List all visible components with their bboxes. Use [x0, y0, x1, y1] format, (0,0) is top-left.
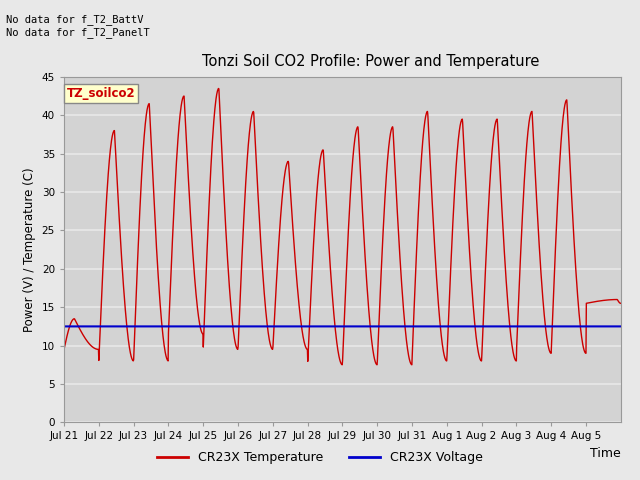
- CR23X Voltage: [610, 324, 618, 329]
- Text: TZ_soilco2: TZ_soilco2: [67, 87, 136, 100]
- Title: Tonzi Soil CO2 Profile: Power and Temperature: Tonzi Soil CO2 Profile: Power and Temper…: [202, 54, 539, 69]
- X-axis label: Time: Time: [590, 447, 621, 460]
- CR23X Temperature: [328, 289, 336, 295]
- Y-axis label: Power (V) / Temperature (C): Power (V) / Temperature (C): [23, 168, 36, 332]
- CR23X Voltage: [474, 324, 481, 329]
- CR23X Voltage: [60, 324, 68, 329]
- Line: CR23X Temperature: CR23X Temperature: [64, 88, 621, 365]
- CR23X Temperature: [617, 300, 625, 306]
- CR23X Voltage: [317, 324, 325, 329]
- Text: No data for f_T2_BattV
No data for f_T2_PanelT: No data for f_T2_BattV No data for f_T2_…: [6, 14, 150, 38]
- CR23X Voltage: [147, 324, 155, 329]
- CR23X Temperature: [214, 85, 222, 91]
- CR23X Temperature: [147, 139, 155, 144]
- CR23X Temperature: [408, 362, 416, 368]
- CR23X Temperature: [611, 297, 618, 302]
- CR23X Voltage: [328, 324, 335, 329]
- CR23X Voltage: [556, 324, 563, 329]
- CR23X Temperature: [60, 347, 68, 352]
- CR23X Temperature: [474, 349, 482, 355]
- CR23X Temperature: [556, 157, 564, 163]
- CR23X Temperature: [317, 150, 325, 156]
- Legend: CR23X Temperature, CR23X Voltage: CR23X Temperature, CR23X Voltage: [152, 446, 488, 469]
- CR23X Voltage: [617, 324, 625, 329]
